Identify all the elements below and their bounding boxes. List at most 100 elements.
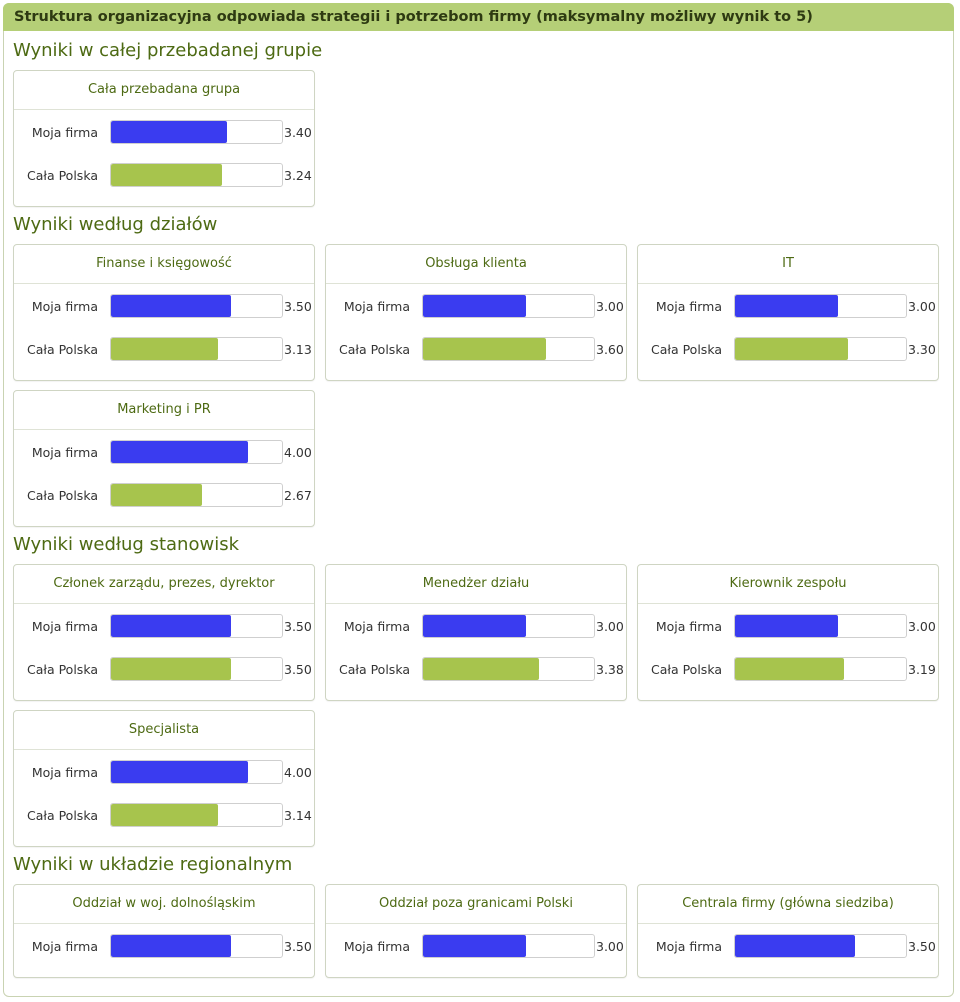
moja-firma-bar xyxy=(111,121,227,143)
bar-track xyxy=(422,614,595,638)
bar-value: 3.00 xyxy=(596,299,624,314)
panel-title: Finanse i księgowość xyxy=(14,245,314,284)
section-title: Wyniki według stanowisk xyxy=(13,534,239,555)
chart-panel: Marketing i PR Moja firma 4.00 Cała Polska 2… xyxy=(13,390,315,527)
bar-row: Moja firma 3.00 xyxy=(326,294,626,320)
moja-firma-bar xyxy=(423,935,526,957)
bar-label: Moja firma xyxy=(655,619,722,634)
report-title: Struktura organizacyjna odpowiada strate… xyxy=(14,9,813,25)
panel-title: Centrala firmy (główna siedziba) xyxy=(638,885,938,924)
moja-firma-bar xyxy=(111,935,231,957)
bar-label: Cała Polska xyxy=(27,662,98,677)
bar-value: 3.13 xyxy=(284,342,312,357)
bar-track xyxy=(110,934,283,958)
bar-label: Cała Polska xyxy=(27,488,98,503)
panel-title: Marketing i PR xyxy=(14,391,314,430)
bar-row: Moja firma 3.50 xyxy=(14,934,314,960)
bar-track xyxy=(734,657,907,681)
moja-firma-bar xyxy=(735,935,855,957)
panel-title: IT xyxy=(638,245,938,284)
bar-label: Cała Polska xyxy=(27,342,98,357)
chart-panel: Cała przebadana grupa Moja firma 3.40 Cała … xyxy=(13,70,315,207)
bar-label: Moja firma xyxy=(31,299,98,314)
bar-value: 3.50 xyxy=(284,619,312,634)
bar-track xyxy=(110,614,283,638)
cala-polska-bar xyxy=(111,164,222,186)
bar-row: Cała Polska 3.60 xyxy=(326,337,626,363)
bar-value: 3.00 xyxy=(908,299,936,314)
moja-firma-bar xyxy=(111,615,231,637)
bar-track xyxy=(734,337,907,361)
bar-row: Cała Polska 3.14 xyxy=(14,803,314,829)
bar-row: Moja firma 4.00 xyxy=(14,760,314,786)
bar-label: Cała Polska xyxy=(651,662,722,677)
section-title: Wyniki według działów xyxy=(13,214,218,235)
bar-row: Cała Polska 3.24 xyxy=(14,163,314,189)
chart-panel: Menedżer działu Moja firma 3.00 Cała Polska… xyxy=(325,564,627,701)
bar-value: 3.50 xyxy=(284,299,312,314)
chart-panel: Oddział w woj. dolnośląskim Moja firma 3.5… xyxy=(13,884,315,978)
bar-label: Moja firma xyxy=(31,619,98,634)
panel-title: Oddział poza granicami Polski xyxy=(326,885,626,924)
bar-track xyxy=(110,120,283,144)
bar-track xyxy=(110,440,283,464)
bar-track xyxy=(422,337,595,361)
bar-row: Moja firma 3.00 xyxy=(638,614,938,640)
chart-panel: IT Moja firma 3.00 Cała Polska 3.30 xyxy=(637,244,939,381)
bar-value: 3.24 xyxy=(284,168,312,183)
cala-polska-bar xyxy=(111,658,231,680)
bar-value: 3.60 xyxy=(596,342,624,357)
bar-row: Moja firma 3.50 xyxy=(14,294,314,320)
bar-track xyxy=(110,657,283,681)
cala-polska-bar xyxy=(111,338,218,360)
bar-row: Cała Polska 3.50 xyxy=(14,657,314,683)
bar-track xyxy=(110,483,283,507)
bar-track xyxy=(422,934,595,958)
bar-label: Moja firma xyxy=(31,939,98,954)
bar-track xyxy=(110,803,283,827)
bar-row: Cała Polska 2.67 xyxy=(14,483,314,509)
bar-value: 3.50 xyxy=(284,662,312,677)
bar-track xyxy=(422,657,595,681)
bar-track xyxy=(734,294,907,318)
chart-panel: Oddział poza granicami Polski Moja firma 3… xyxy=(325,884,627,978)
moja-firma-bar xyxy=(111,441,248,463)
cala-polska-bar xyxy=(735,338,848,360)
moja-firma-bar xyxy=(111,295,231,317)
bar-value: 3.14 xyxy=(284,808,312,823)
bar-label: Moja firma xyxy=(343,299,410,314)
bar-track xyxy=(110,294,283,318)
bar-row: Moja firma 3.00 xyxy=(638,294,938,320)
bar-value: 3.00 xyxy=(596,939,624,954)
bar-row: Moja firma 3.40 xyxy=(14,120,314,146)
bar-track xyxy=(734,934,907,958)
bar-row: Cała Polska 3.30 xyxy=(638,337,938,363)
bar-row: Moja firma 3.00 xyxy=(326,614,626,640)
bar-value: 3.19 xyxy=(908,662,936,677)
moja-firma-bar xyxy=(111,761,248,783)
report-header: Struktura organizacyjna odpowiada strate… xyxy=(3,3,954,31)
cala-polska-bar xyxy=(423,658,539,680)
chart-panel: Centrala firmy (główna siedziba) Moja fir… xyxy=(637,884,939,978)
bar-label: Cała Polska xyxy=(27,168,98,183)
bar-row: Moja firma 3.50 xyxy=(638,934,938,960)
bar-track xyxy=(110,337,283,361)
chart-panel: Specjalista Moja firma 4.00 Cała Polska 3.14 xyxy=(13,710,315,847)
bar-label: Moja firma xyxy=(343,619,410,634)
bar-label: Cała Polska xyxy=(339,342,410,357)
section-title: Wyniki w układzie regionalnym xyxy=(13,854,293,875)
bar-value: 3.38 xyxy=(596,662,624,677)
chart-panel: Finanse i księgowość Moja firma 3.50 Cała P… xyxy=(13,244,315,381)
bar-track xyxy=(734,614,907,638)
bar-label: Cała Polska xyxy=(651,342,722,357)
bar-track xyxy=(110,760,283,784)
panel-title: Menedżer działu xyxy=(326,565,626,604)
bar-value: 2.67 xyxy=(284,488,312,503)
bar-label: Cała Polska xyxy=(339,662,410,677)
bar-value: 4.00 xyxy=(284,445,312,460)
bar-row: Moja firma 4.00 xyxy=(14,440,314,466)
chart-panel: Kierownik zespołu Moja firma 3.00 Cała Pols… xyxy=(637,564,939,701)
moja-firma-bar xyxy=(423,295,526,317)
bar-track xyxy=(110,163,283,187)
bar-row: Cała Polska 3.38 xyxy=(326,657,626,683)
